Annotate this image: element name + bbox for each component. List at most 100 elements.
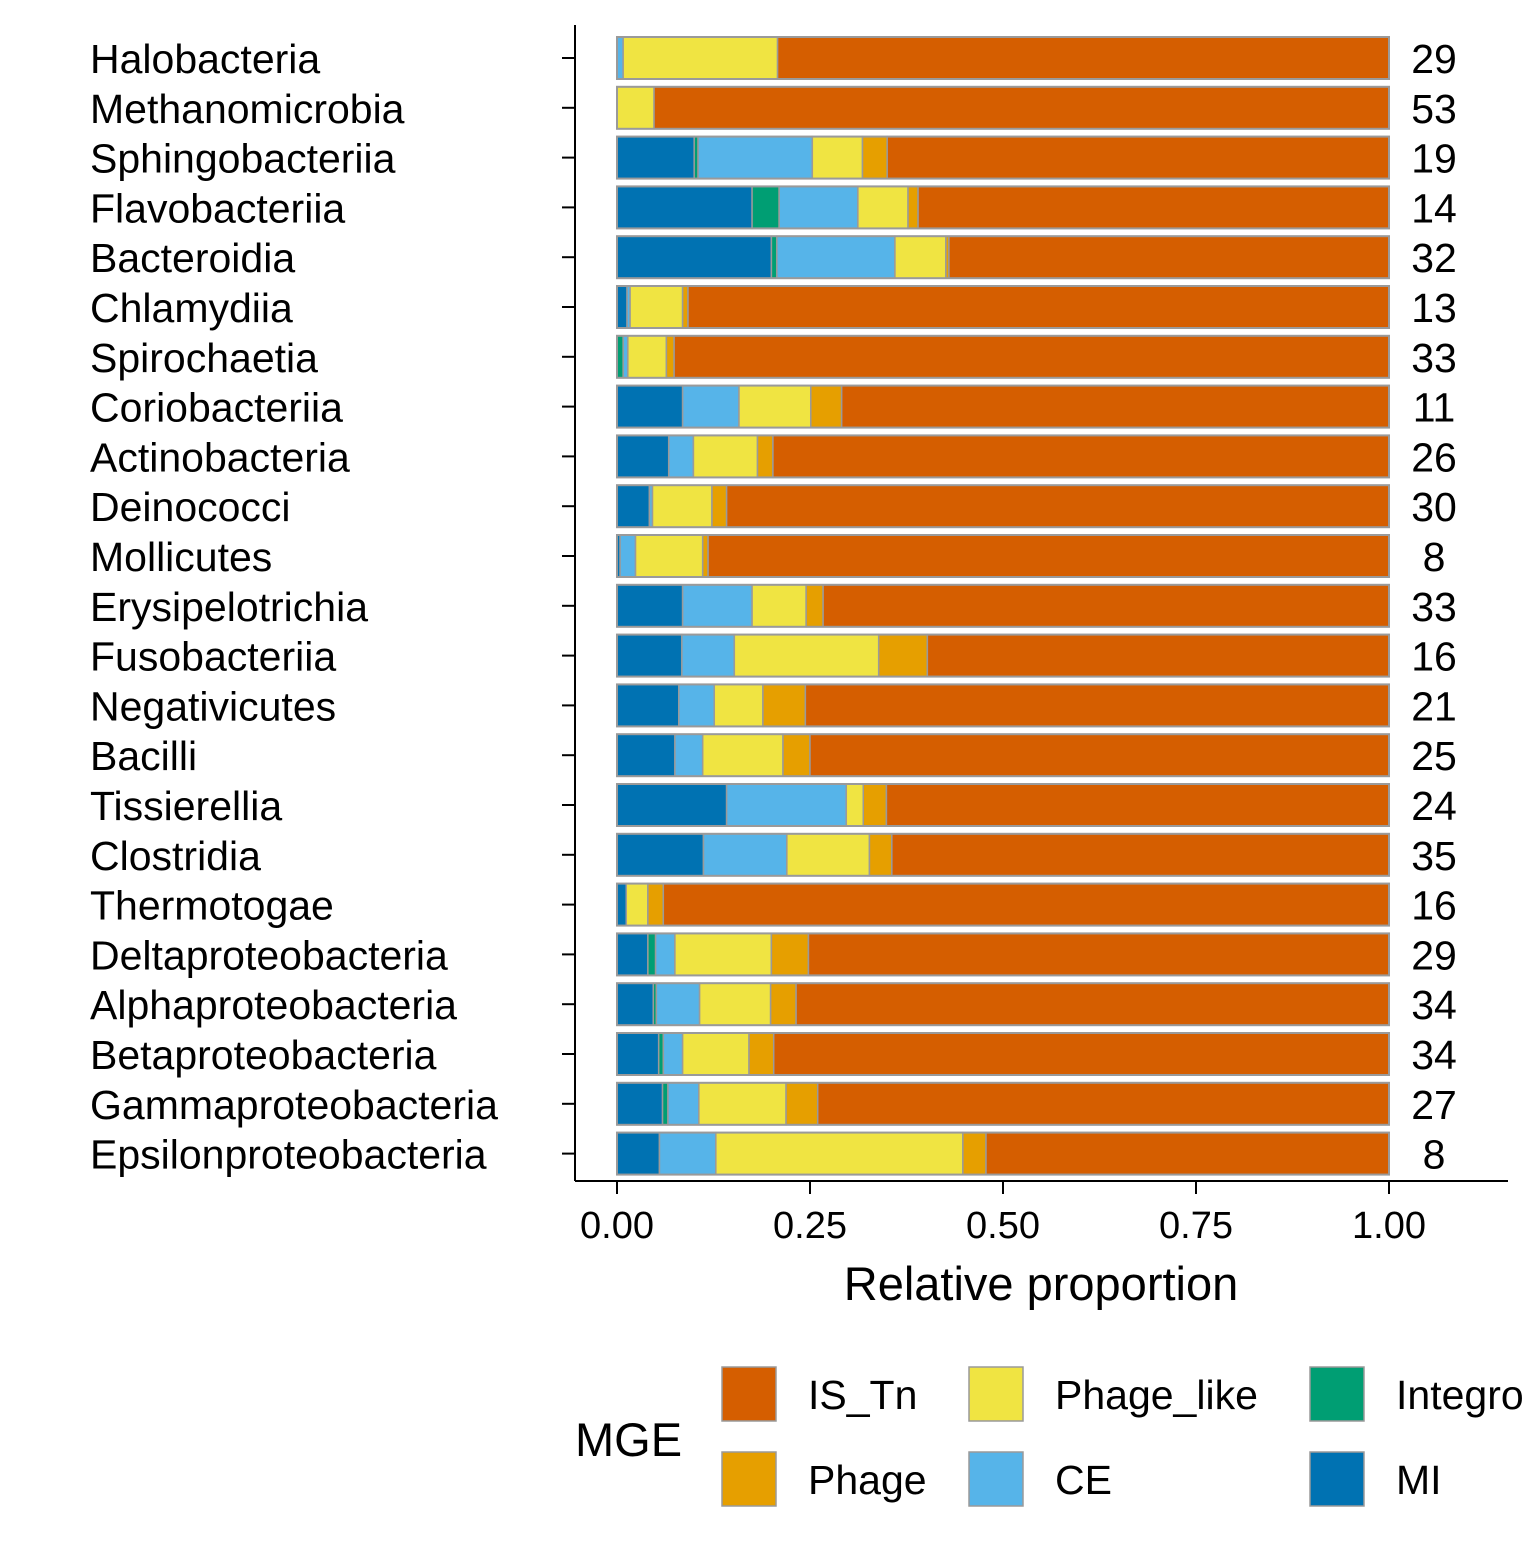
bar-segment-flavobacteriia-is-tn — [917, 185, 1390, 230]
bar-coriobacteriia — [616, 384, 1390, 429]
bar-outline-tissierellia — [616, 783, 1390, 827]
bar-segment-deltaproteobacteria-integron — [647, 932, 657, 977]
bar-segment-thermotogae-is-tn — [662, 882, 1390, 927]
bar-segment-bacilli-phage-like — [701, 733, 784, 777]
bar-segment-epsilonproteobacteria-phage-like — [715, 1131, 964, 1176]
category-label-deinococci: Deinococci — [90, 484, 291, 530]
axes-layer: 0.00 0.25 0.50 0.75 1.00 — [562, 25, 1508, 1247]
bar-segment-deinococci-phage — [711, 484, 728, 528]
count-label-fusobacteriia: 16 — [1411, 634, 1457, 680]
bar-segment-alphaproteobacteria-phage-like — [698, 982, 772, 1026]
category-label-halobacteria: Halobacteria — [90, 36, 320, 82]
count-label-deinococci: 30 — [1411, 484, 1457, 530]
bar-segment-betaproteobacteria-mi — [616, 1032, 660, 1076]
bar-tissierellia — [616, 783, 1390, 827]
legend-label-mi: MI — [1396, 1457, 1442, 1503]
bar-segment-actinobacteria-phage-like — [692, 434, 759, 479]
bar-segment-flavobacteriia-integron — [751, 185, 780, 230]
bar-thermotogae — [616, 882, 1390, 927]
count-label-spirochaetia: 33 — [1411, 335, 1457, 381]
legend-label-ce: CE — [1055, 1457, 1112, 1503]
bar-segment-epsilonproteobacteria-ce — [658, 1131, 717, 1176]
bar-segment-mollicutes-ce — [619, 534, 637, 578]
bar-outline-epsilonproteobacteria — [616, 1131, 1390, 1176]
bar-segment-alphaproteobacteria-phage — [769, 982, 797, 1026]
bar-segment-gammaproteobacteria-integron — [661, 1082, 669, 1126]
bar-segment-actinobacteria-ce — [667, 434, 695, 479]
count-label-mollicutes: 8 — [1423, 534, 1446, 580]
legend-label-is-tn: IS_Tn — [808, 1372, 917, 1418]
bar-segment-bacilli-is-tn — [809, 733, 1390, 777]
labels-layer: Halobacteria 29 Methanomicrobia 53 Sphingoba… — [90, 36, 1457, 1178]
bar-outline-deltaproteobacteria — [616, 932, 1390, 977]
bar-segment-flavobacteriia-phage-like — [857, 185, 909, 230]
bar-sphingobacteriia — [616, 135, 1390, 180]
legend-swatch-ce — [968, 1451, 1024, 1507]
bar-outline-negativicutes — [616, 683, 1390, 728]
bar-outline-sphingobacteriia — [616, 135, 1390, 180]
bar-segment-tissierellia-ce — [725, 783, 848, 827]
legend-item-phage-like: Phage_like — [968, 1366, 1258, 1422]
bar-segment-epsilonproteobacteria-is-tn — [985, 1131, 1390, 1176]
x-tick-label: 0.00 — [580, 1205, 654, 1247]
bar-segment-epsilonproteobacteria-phage — [962, 1131, 987, 1176]
category-label-flavobacteriia: Flavobacteriia — [90, 185, 345, 231]
bar-segment-coriobacteriia-phage — [810, 384, 843, 429]
count-label-gammaproteobacteria: 27 — [1411, 1082, 1457, 1128]
bar-spirochaetia — [616, 334, 1390, 379]
bars-layer — [616, 36, 1390, 1176]
bar-segment-halobacteria-is-tn — [776, 36, 1390, 80]
bar-outline-bacilli — [616, 733, 1390, 778]
bar-segment-clostridia-ce — [702, 833, 788, 877]
legend-item-mi: MI — [1309, 1451, 1442, 1507]
category-label-alphaproteobacteria: Alphaproteobacteria — [90, 982, 457, 1028]
bar-segment-fusobacteriia-phage — [877, 633, 929, 678]
legend-label-phage-like: Phage_like — [1055, 1372, 1258, 1418]
bar-segment-coriobacteriia-ce — [681, 384, 740, 429]
bar-segment-fusobacteriia-ce — [681, 633, 736, 678]
bar-segment-mollicutes-is-tn — [707, 534, 1390, 578]
bar-segment-erysipelotrichia-mi — [616, 584, 684, 628]
bar-segment-deinococci-phage-like — [651, 484, 713, 528]
bar-segment-sphingobacteriia-phage-like — [811, 135, 864, 180]
legend-item-is-tn: IS_Tn — [721, 1366, 917, 1422]
bar-segment-alphaproteobacteria-mi — [616, 982, 655, 1026]
bar-segment-betaproteobacteria-ce — [662, 1032, 684, 1076]
legend-label-phage: Phage — [808, 1457, 927, 1503]
bar-segment-spirochaetia-is-tn — [673, 335, 1390, 379]
bar-segment-deltaproteobacteria-is-tn — [807, 932, 1390, 977]
bar-segment-betaproteobacteria-phage-like — [681, 1032, 750, 1076]
legend-swatch-is-tn — [721, 1366, 777, 1422]
bar-outline-halobacteria — [616, 36, 1390, 80]
bar-segment-bacteroidia-is-tn — [948, 235, 1390, 279]
bar-segment-deltaproteobacteria-phage — [770, 932, 810, 977]
bar-segment-bacteroidia-integron — [770, 235, 778, 279]
count-label-flavobacteriia: 14 — [1411, 185, 1457, 231]
bar-actinobacteria — [616, 434, 1390, 479]
bar-segment-erysipelotrichia-is-tn — [822, 584, 1390, 628]
bar-segment-gammaproteobacteria-is-tn — [816, 1082, 1390, 1126]
bar-segment-chlamydiia-phage — [681, 285, 689, 329]
count-label-sphingobacteriia: 19 — [1411, 136, 1457, 182]
count-label-epsilonproteobacteria: 8 — [1423, 1132, 1446, 1178]
bar-segment-gammaproteobacteria-phage-like — [698, 1082, 787, 1126]
category-label-mollicutes: Mollicutes — [90, 534, 272, 580]
bar-segment-deinococci-mi — [616, 484, 651, 528]
category-label-coriobacteriia: Coriobacteriia — [90, 385, 343, 431]
x-tick-label: 1.00 — [1352, 1205, 1426, 1247]
bar-segment-clostridia-phage — [868, 833, 893, 877]
bar-segment-clostridia-is-tn — [891, 833, 1390, 877]
bar-fusobacteriia — [616, 633, 1390, 678]
legend-item-phage: Phage — [721, 1451, 927, 1507]
bar-segment-spirochaetia-phage — [665, 335, 675, 379]
bar-outline-bacteroidia — [616, 235, 1390, 280]
bar-segment-bacilli-ce — [674, 733, 704, 777]
count-label-alphaproteobacteria: 34 — [1411, 982, 1457, 1028]
bar-segment-mollicutes-phage-like — [634, 534, 704, 578]
bar-segment-flavobacteriia-mi — [616, 185, 753, 230]
count-label-erysipelotrichia: 33 — [1411, 584, 1457, 630]
bar-segment-coriobacteriia-is-tn — [840, 384, 1390, 429]
bar-segment-deltaproteobacteria-phage-like — [674, 932, 773, 977]
x-tick-label: 0.50 — [966, 1205, 1040, 1247]
